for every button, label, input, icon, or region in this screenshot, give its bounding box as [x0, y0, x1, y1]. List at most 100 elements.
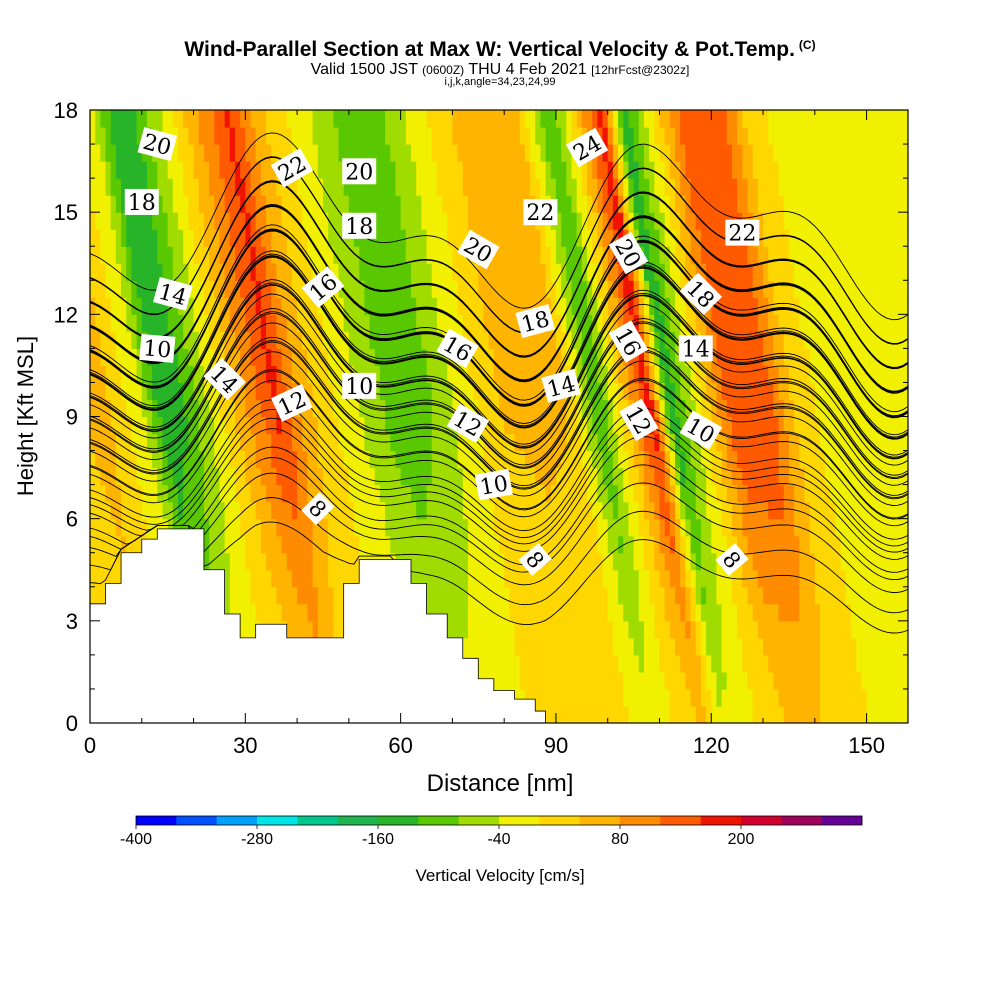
velocity-cell [483, 263, 490, 281]
velocity-cell [369, 297, 376, 315]
velocity-cell [861, 433, 868, 452]
velocity-cell [141, 433, 148, 452]
velocity-cell [219, 535, 226, 554]
velocity-cell [747, 637, 754, 656]
velocity-cell [348, 263, 355, 281]
velocity-cell [892, 620, 899, 639]
velocity-cell [110, 399, 117, 418]
velocity-cell [654, 297, 661, 315]
velocity-cell [830, 365, 837, 384]
velocity-cell [271, 229, 277, 247]
velocity-cell [555, 620, 562, 639]
velocity-cell [721, 263, 728, 281]
velocity-cell [871, 603, 878, 622]
velocity-cell [716, 654, 723, 673]
velocity-cell [638, 688, 645, 707]
velocity-cell [592, 586, 598, 605]
velocity-cell [214, 433, 221, 452]
velocity-cell [260, 603, 267, 622]
velocity-cell [447, 195, 454, 213]
velocity-cell [421, 518, 428, 537]
velocity-cell [333, 365, 340, 384]
velocity-cell [359, 297, 365, 315]
velocity-cell [814, 263, 821, 281]
velocity-cell [830, 637, 837, 656]
velocity-cell [183, 212, 189, 230]
velocity-cell [649, 484, 655, 503]
velocity-cell [436, 365, 443, 384]
velocity-cell [317, 450, 324, 469]
velocity-cell [478, 552, 485, 571]
velocity-cell [152, 433, 158, 452]
velocity-cell [763, 654, 769, 673]
velocity-cell [95, 450, 101, 469]
velocity-cell [457, 467, 464, 486]
velocity-cell [602, 501, 609, 520]
velocity-cell [871, 365, 878, 384]
velocity-cell [530, 637, 536, 656]
velocity-cell [348, 280, 355, 298]
velocity-cell [426, 280, 433, 298]
velocity-cell [276, 178, 283, 196]
velocity-cell [535, 620, 542, 639]
velocity-cell [240, 365, 246, 384]
velocity-cell [830, 671, 837, 690]
velocity-cell [669, 416, 676, 435]
velocity-cell [338, 382, 345, 401]
velocity-cell [887, 586, 894, 605]
velocity-cell [172, 331, 179, 349]
velocity-cell [530, 382, 536, 401]
velocity-cell [902, 552, 908, 571]
velocity-cell [643, 586, 650, 605]
velocity-cell [711, 501, 718, 520]
velocity-cell [597, 705, 604, 723]
velocity-cell [198, 484, 205, 503]
velocity-cell [276, 569, 283, 588]
velocity-cell [550, 484, 557, 503]
velocity-cell [643, 195, 650, 213]
velocity-cell [566, 671, 573, 690]
velocity-cell [343, 263, 350, 281]
velocity-cell [882, 399, 888, 418]
velocity-cell [757, 569, 764, 588]
velocity-cell [483, 212, 490, 230]
velocity-cell [592, 620, 598, 639]
velocity-cell [535, 450, 542, 469]
velocity-cell [390, 382, 397, 401]
velocity-cell [229, 518, 236, 537]
velocity-cell [431, 586, 438, 605]
velocity-cell [830, 348, 837, 367]
velocity-cell [390, 467, 397, 486]
velocity-cell [643, 348, 650, 367]
velocity-cell [587, 331, 593, 349]
velocity-cell [731, 263, 738, 281]
velocity-cell [493, 297, 500, 315]
velocity-cell [307, 620, 314, 639]
velocity-cell [385, 433, 391, 452]
velocity-cell [716, 688, 723, 707]
velocity-cell [281, 552, 288, 571]
velocity-cell [105, 178, 112, 196]
velocity-cell [240, 552, 246, 571]
velocity-cell [431, 314, 438, 332]
velocity-cell [100, 314, 107, 332]
velocity-cell [690, 705, 697, 723]
velocity-cell [726, 331, 733, 349]
velocity-cell [690, 297, 697, 315]
velocity-cell [297, 280, 303, 298]
velocity-cell [778, 688, 785, 707]
velocity-cell [851, 535, 857, 554]
velocity-cell [675, 416, 681, 435]
velocity-cell [742, 450, 749, 469]
velocity-cell [892, 671, 899, 690]
velocity-cell [628, 620, 635, 639]
velocity-cell [576, 280, 583, 298]
velocity-cell [209, 212, 215, 230]
velocity-cell [467, 450, 474, 469]
velocity-cell [307, 586, 314, 605]
velocity-cell [902, 637, 908, 656]
velocity-cell [121, 178, 127, 196]
velocity-cell [421, 501, 428, 520]
velocity-cell [799, 569, 806, 588]
velocity-cell [105, 467, 112, 486]
